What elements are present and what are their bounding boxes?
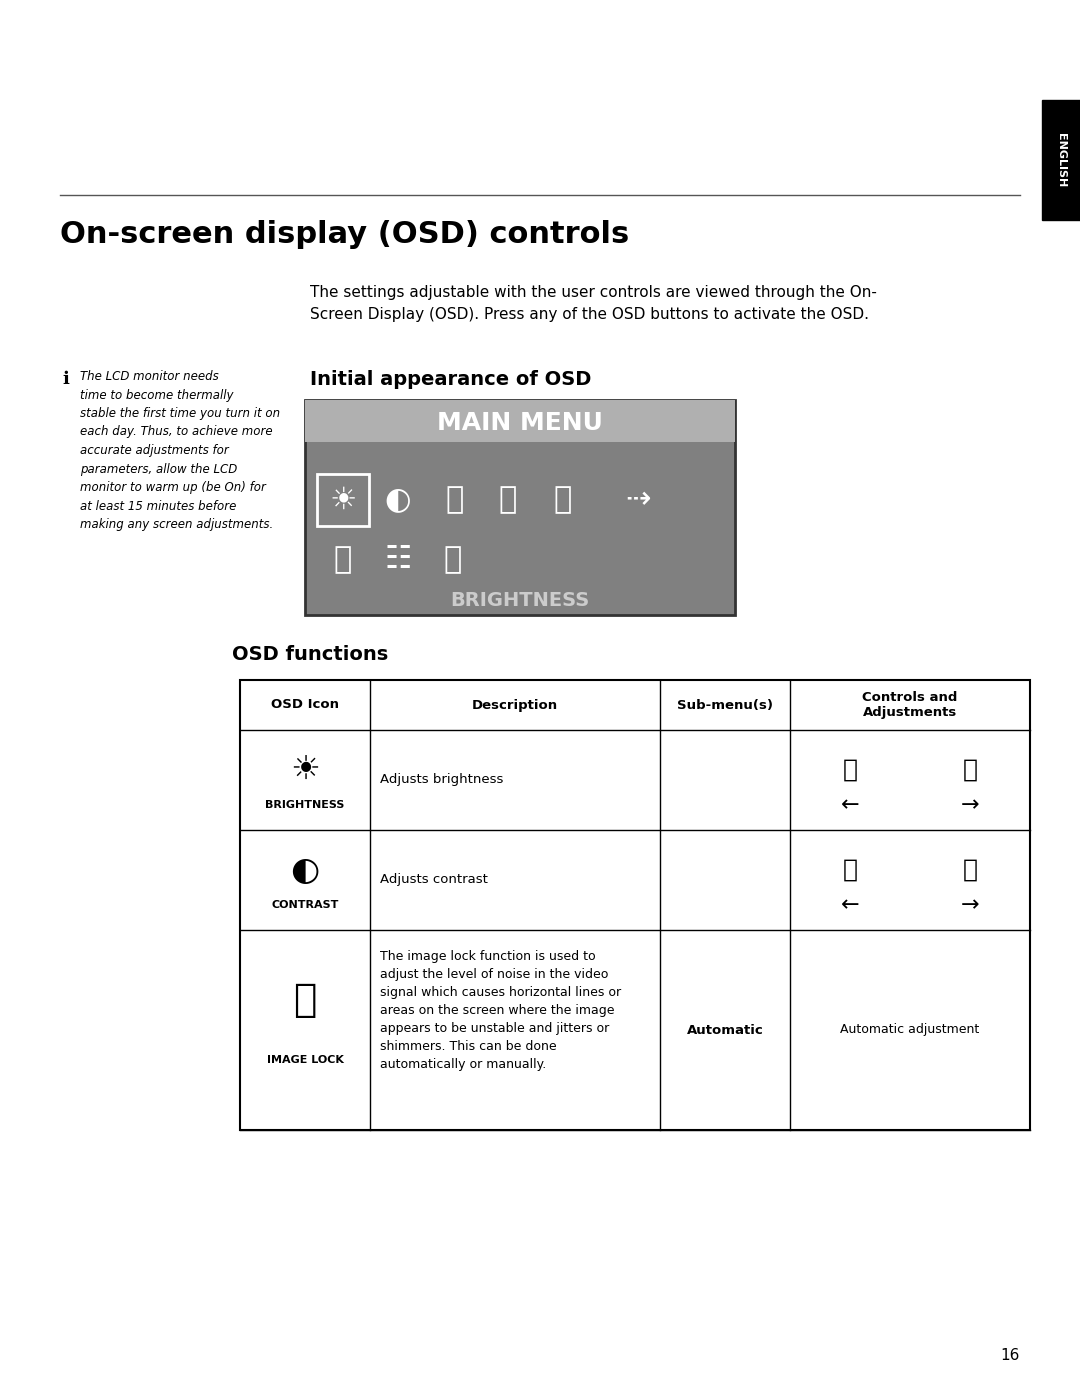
Text: ☀: ☀ — [329, 486, 356, 514]
Text: IMAGE LOCK: IMAGE LOCK — [267, 1055, 343, 1065]
Text: The LCD monitor needs
time to become thermally
stable the first time you turn it: The LCD monitor needs time to become the… — [80, 370, 280, 531]
Text: →: → — [961, 795, 980, 814]
Text: The settings adjustable with the user controls are viewed through the On-
Screen: The settings adjustable with the user co… — [310, 285, 877, 323]
Text: Sub-menu(s): Sub-menu(s) — [677, 698, 773, 711]
Text: ⏮: ⏮ — [294, 981, 316, 1018]
Text: ⬳: ⬳ — [446, 486, 464, 514]
Text: ENGLISH: ENGLISH — [1056, 133, 1066, 187]
Text: ⌗: ⌗ — [842, 759, 858, 782]
Text: Adjusts contrast: Adjusts contrast — [380, 873, 488, 887]
Text: CONTRAST: CONTRAST — [271, 900, 339, 909]
Bar — [305, 400, 735, 441]
Text: ℹ: ℹ — [62, 370, 69, 388]
Text: On-screen display (OSD) controls: On-screen display (OSD) controls — [60, 219, 630, 249]
Bar — [240, 680, 1030, 1130]
Text: OSD Icon: OSD Icon — [271, 698, 339, 711]
Text: Controls and
Adjustments: Controls and Adjustments — [862, 692, 958, 719]
Text: 16: 16 — [1001, 1348, 1020, 1362]
Text: ←: ← — [840, 795, 860, 814]
Text: Automatic: Automatic — [687, 1024, 764, 1037]
Text: The image lock function is used to
adjust the level of noise in the video
signal: The image lock function is used to adjus… — [380, 950, 621, 1071]
Text: ⌗: ⌗ — [842, 858, 858, 882]
Text: BRIGHTNESS: BRIGHTNESS — [266, 800, 345, 810]
Bar — [1042, 101, 1080, 219]
Text: ☀: ☀ — [291, 753, 320, 787]
Text: Description: Description — [472, 698, 558, 711]
Text: OSD functions: OSD functions — [232, 645, 388, 664]
Text: Initial appearance of OSD: Initial appearance of OSD — [310, 370, 592, 388]
Text: ⇢: ⇢ — [625, 486, 651, 514]
Text: Adjusts brightness: Adjusts brightness — [380, 774, 503, 787]
Text: MAIN MENU: MAIN MENU — [437, 411, 603, 434]
Text: ⬜: ⬜ — [444, 545, 462, 574]
Text: ←: ← — [840, 895, 860, 915]
Text: ⌕: ⌕ — [962, 858, 977, 882]
Text: ⓘ: ⓘ — [334, 545, 352, 574]
Text: ⌕: ⌕ — [962, 759, 977, 782]
Text: ⬜: ⬜ — [499, 486, 517, 514]
Text: ◐: ◐ — [384, 486, 411, 514]
Bar — [305, 400, 735, 615]
Text: ⧉: ⧉ — [554, 486, 572, 514]
Text: ◐: ◐ — [291, 854, 320, 887]
Text: BRIGHTNESS: BRIGHTNESS — [450, 591, 590, 609]
Text: ☷: ☷ — [384, 545, 411, 574]
Text: →: → — [961, 895, 980, 915]
Text: Automatic adjustment: Automatic adjustment — [840, 1024, 980, 1037]
Bar — [318, 474, 369, 527]
